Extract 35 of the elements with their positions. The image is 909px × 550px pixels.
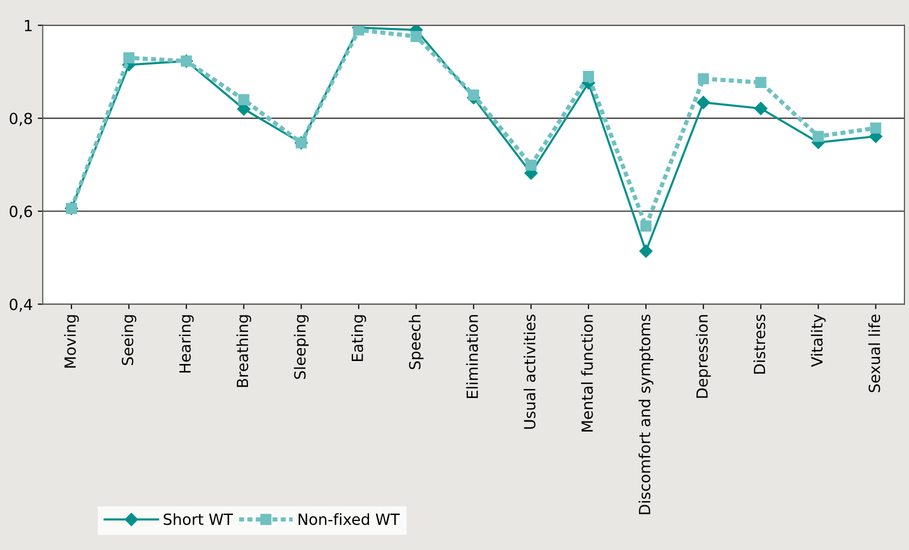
point [639,244,653,258]
y-tick-label: 0,6 [10,206,32,219]
x-tick-label: Discomfort and symptoms [638,314,654,514]
x-tick-label: Depression [696,315,711,398]
point [755,76,766,88]
point [410,30,422,42]
point [754,102,768,116]
x-tick-label: Eating [351,315,366,362]
point [640,220,652,232]
point [698,73,709,84]
y-tick-label: 0,8 [10,112,32,126]
x-tick-label: Sleeping [294,315,309,379]
x-tick-label: Speech [408,315,424,370]
x-tick-label: Usual activities [524,314,536,429]
x-tick-label: Moving [64,315,79,368]
point [525,160,537,171]
y-tick-label: 0,4 [10,298,32,312]
point [123,52,134,64]
legend-label: Non-fixed WT [298,513,400,526]
y-tick-label: 1 [24,20,32,32]
point [582,70,594,82]
x-tick-label: Elimination [466,315,478,398]
x-tick-label: Mental function [581,315,593,432]
point [696,96,710,110]
x-tick-label: Sexual life [868,314,880,392]
point [468,89,480,101]
legend-label: Short WT [164,513,234,526]
point [238,94,250,106]
point [870,122,882,134]
x-tick-label: Distress [753,314,766,374]
x-tick-label: Vitality [810,314,826,367]
x-tick-label: Seeing [122,315,136,365]
x-tick-label: Breathing [236,315,252,387]
x-tick-label: Hearing [178,315,194,373]
point [812,130,824,142]
